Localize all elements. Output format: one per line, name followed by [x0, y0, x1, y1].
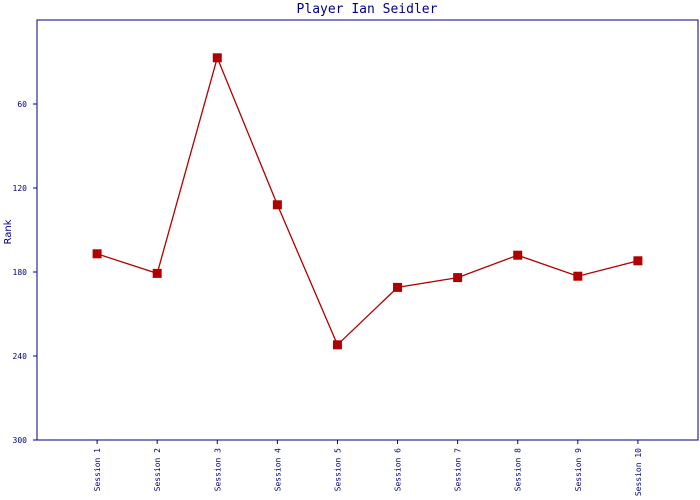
- x-tick-label: Session 3: [213, 448, 222, 492]
- chart-title: Player Ian Seidler: [297, 2, 438, 17]
- series-line: [96, 55, 639, 346]
- point-marker: [92, 249, 102, 259]
- point-marker: [152, 268, 162, 278]
- x-tick-label: Session 6: [394, 448, 403, 492]
- y-tick-label: 120: [13, 184, 28, 193]
- x-tick-label: Session 1: [93, 448, 102, 492]
- x-tick-label: Session 2: [153, 448, 162, 492]
- x-tick-label: Session 7: [454, 448, 463, 492]
- y-tick-label: 60: [17, 100, 27, 109]
- point-marker: [453, 273, 463, 283]
- x-tick-label: Session 9: [574, 448, 583, 492]
- point-marker: [272, 200, 282, 210]
- x-tick-label: Session 4: [273, 448, 282, 492]
- x-tick-label: Session 10: [634, 448, 643, 496]
- point-marker: [393, 282, 403, 292]
- y-tick-label: 180: [13, 268, 28, 277]
- y-tick-label: 240: [13, 352, 28, 361]
- point-marker: [633, 256, 643, 266]
- point-marker: [573, 271, 583, 281]
- y-axis-label: Rank: [3, 219, 14, 244]
- point-marker: [212, 53, 222, 63]
- point-marker: [332, 340, 342, 350]
- plot-frame: [36, 19, 699, 441]
- x-tick-label: Session 5: [333, 448, 342, 492]
- x-tick-label: Session 8: [514, 448, 523, 492]
- y-tick-label: 300: [13, 436, 28, 445]
- point-marker: [513, 250, 523, 260]
